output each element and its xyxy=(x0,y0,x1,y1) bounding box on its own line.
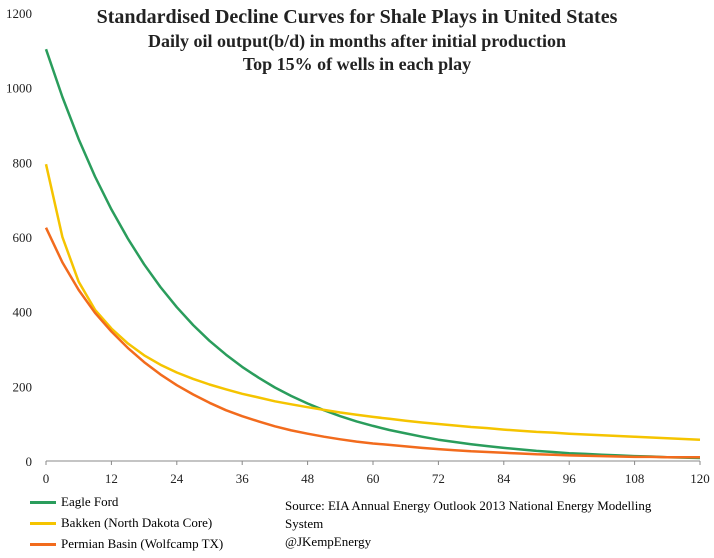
y-tick-label: 400 xyxy=(13,305,33,320)
axes: 0 12 24 36 48 60 72 84 96 108 12002004006008001000… xyxy=(6,6,710,486)
source-note: Source: EIA Annual Energy Outlook 2013 N… xyxy=(285,497,705,551)
x-tick-label: 108 xyxy=(625,471,645,486)
series-line-permian-basin-wolfcamp-tx xyxy=(44,227,700,459)
x-tick-label: 48 xyxy=(301,471,314,486)
x-tick-label: 72 xyxy=(432,471,445,486)
x-tick-label: 12 xyxy=(105,471,118,486)
y-tick-label: 600 xyxy=(13,230,33,245)
y-tick-label: 200 xyxy=(13,379,33,394)
legend-swatch xyxy=(30,521,56,525)
y-tick-label: 0 xyxy=(26,454,33,469)
legend-swatch xyxy=(30,542,56,546)
legend-item-permian: Permian Basin (Wolfcamp TX) xyxy=(30,536,223,552)
y-tick-label: 1000 xyxy=(6,81,32,96)
x-tick-label: 84 xyxy=(497,471,511,486)
legend-label: Bakken (North Dakota Core) xyxy=(61,515,213,530)
x-tick-label: 60 xyxy=(367,471,380,486)
legend-item-eagle-ford: Eagle Ford xyxy=(30,494,118,510)
x-tick-label: 36 xyxy=(236,471,250,486)
author-handle: @JKempEnergy xyxy=(285,534,372,549)
series-line-eagle-ford xyxy=(44,48,701,460)
legend-label: Eagle Ford xyxy=(61,494,119,509)
legend-item-bakken: Bakken (North Dakota Core) xyxy=(30,515,212,531)
y-tick-label: 1200 xyxy=(6,6,32,21)
source-line: System xyxy=(285,516,324,531)
chart-title: Standardised Decline Curves for Shale Pl… xyxy=(96,6,618,28)
legend-label: Permian Basin (Wolfcamp TX) xyxy=(61,536,224,551)
legend-swatch xyxy=(30,500,56,504)
chart-subtitle-2: Top 15% of wells in each play xyxy=(242,54,472,74)
chart-subtitle: Daily oil output(b/d) in months after in… xyxy=(148,31,566,51)
x-tick-label: 120 xyxy=(690,471,710,486)
x-tick-label: 96 xyxy=(563,471,577,486)
y-tick-label: 800 xyxy=(13,155,33,170)
series-lines xyxy=(44,48,701,460)
x-tick-label: 24 xyxy=(170,471,184,486)
source-line: Source: EIA Annual Energy Outlook 2013 N… xyxy=(285,498,652,513)
series-line-bakken-north-dakota-core xyxy=(44,163,701,441)
x-tick-label: 0 xyxy=(43,471,50,486)
